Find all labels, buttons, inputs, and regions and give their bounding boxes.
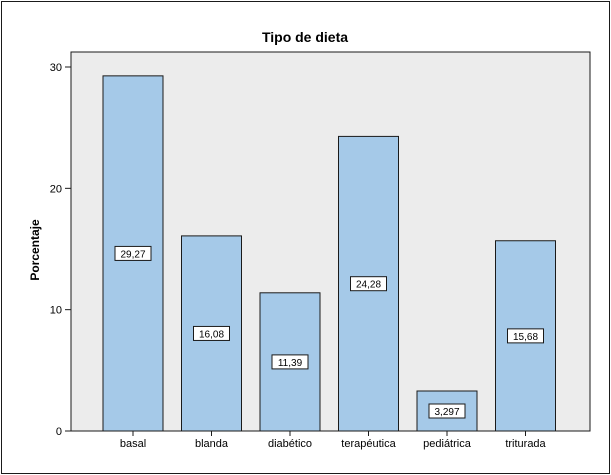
- chart-title: Tipo de dieta: [262, 29, 348, 45]
- y-tick-label: 0: [56, 426, 62, 438]
- data-label: 24,28: [356, 280, 381, 291]
- data-label: 3,297: [434, 407, 459, 418]
- data-label-box: [350, 276, 387, 292]
- y-tick-label: 20: [50, 183, 62, 195]
- x-tick-label: pediátrica: [423, 438, 472, 450]
- data-label-box: [193, 325, 230, 341]
- data-label: 29,27: [120, 249, 145, 260]
- x-tick-label: triturada: [505, 438, 546, 450]
- data-label-box: [271, 354, 309, 370]
- x-tick-label: diabético: [268, 438, 312, 450]
- data-labels: 29,27 16,08 11,39 24,28 3,297 15,68: [114, 245, 544, 419]
- y-tick-label: 30: [50, 62, 62, 74]
- data-label: 11,39: [278, 358, 303, 369]
- data-label-box: [428, 403, 466, 419]
- y-tick-label: 10: [50, 305, 62, 317]
- data-label-box: [114, 245, 152, 261]
- y-axis: 0 10 20 30: [50, 62, 71, 438]
- data-label: 15,68: [513, 332, 538, 343]
- x-tick-label: blanda: [195, 438, 229, 450]
- x-tick-label: terapéutica: [341, 438, 396, 450]
- data-label-box: [507, 328, 544, 344]
- x-tick-label: basal: [120, 438, 146, 450]
- x-axis: basal blanda diabético terapéutica pediátric…: [120, 431, 547, 450]
- data-label: 16,08: [199, 329, 224, 340]
- y-axis-label: Porcentaje: [28, 219, 42, 281]
